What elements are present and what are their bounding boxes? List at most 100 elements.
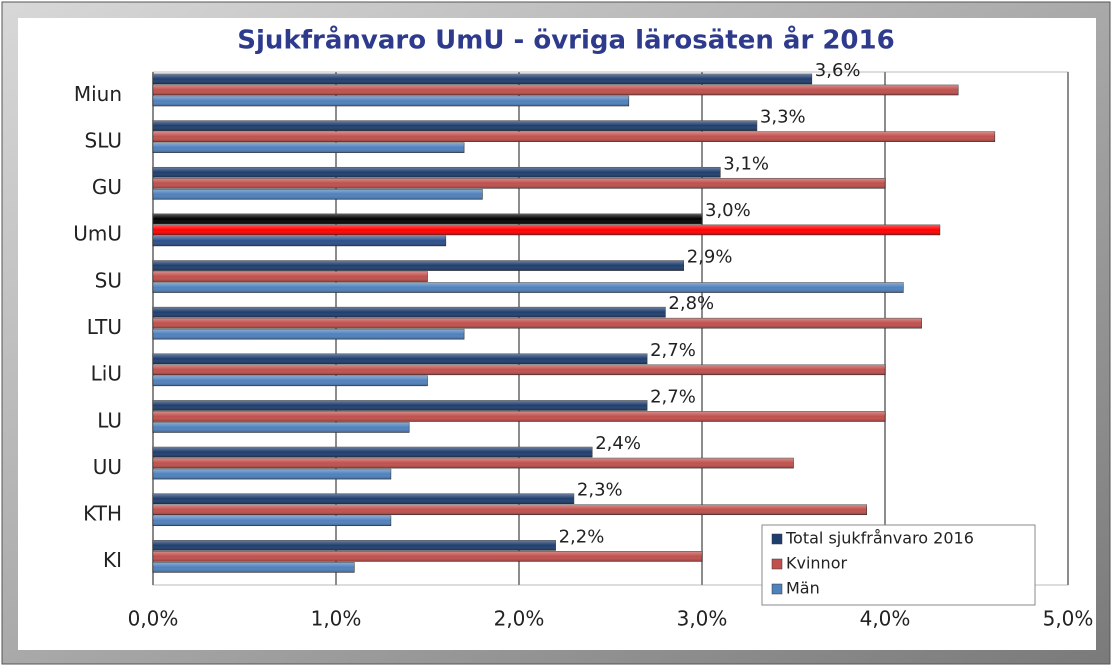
data-label: 3,0% <box>705 200 751 221</box>
bar-group <box>152 282 904 293</box>
x-tick-label: 5,0% <box>1043 607 1094 631</box>
bar-group <box>152 353 648 365</box>
data-label: 2,9% <box>687 247 733 268</box>
bar-group <box>152 177 886 189</box>
bar-group <box>152 317 922 329</box>
bar-shine <box>153 318 922 329</box>
data-label: 2,7% <box>650 386 696 407</box>
y-tick-label: Miun <box>74 82 122 106</box>
x-tick-label: 2,0% <box>494 607 545 631</box>
bar-group <box>152 188 483 200</box>
bar-shine <box>153 189 483 200</box>
bar-group <box>152 213 703 225</box>
bar-group <box>152 551 703 562</box>
bar-shine <box>153 515 391 526</box>
bar-group <box>152 131 996 142</box>
data-label: 3,1% <box>723 153 769 174</box>
bar-shine <box>153 411 885 422</box>
x-tick-label: 4,0% <box>860 607 911 631</box>
data-label: 2,3% <box>577 480 623 501</box>
bar-group <box>152 400 648 411</box>
y-tick-label: KI <box>103 548 122 572</box>
data-label: 2,2% <box>559 526 605 547</box>
bar-group <box>152 504 868 516</box>
bar-shine <box>153 562 355 573</box>
bar-group <box>152 493 575 505</box>
bar-shine <box>153 469 391 480</box>
legend-swatch <box>771 583 783 595</box>
bar-shine <box>153 329 465 340</box>
data-label: 2,4% <box>595 433 641 454</box>
bar-shine <box>153 282 904 293</box>
bar-group <box>152 84 959 96</box>
bar-shine <box>153 178 885 189</box>
bar-group <box>152 95 630 107</box>
bar-group <box>152 260 685 271</box>
bar-group <box>152 142 465 153</box>
bar-group <box>152 375 428 387</box>
legend-label: Män <box>786 579 820 598</box>
bar-group <box>152 446 593 458</box>
bar-shine <box>153 213 702 224</box>
bar-shine <box>153 142 465 153</box>
bar-shine <box>153 224 940 235</box>
bar-shine <box>153 167 721 178</box>
y-tick-label: UmU <box>73 222 122 246</box>
bar-shine <box>153 120 757 131</box>
y-tick-label: LiU <box>91 362 122 386</box>
bar-shine <box>153 493 574 504</box>
legend-label: Kvinnor <box>786 554 847 573</box>
y-tick-label: GU <box>92 175 122 199</box>
y-tick-label: LTU <box>87 315 122 339</box>
bar-shine <box>153 96 629 106</box>
bar-shine <box>153 353 648 364</box>
bar-shine <box>153 422 410 433</box>
bar-shine <box>153 540 556 551</box>
bar-group <box>152 457 794 469</box>
y-tick-label: SU <box>95 268 122 292</box>
chart-title: Sjukfrånvaro UmU - övriga lärosäten år 2… <box>237 24 894 56</box>
bar-group <box>152 411 886 422</box>
bar-shine <box>153 400 648 411</box>
legend-box <box>761 524 1036 606</box>
bar-shine <box>153 271 428 282</box>
bar-shine <box>153 447 593 458</box>
bar-shine <box>153 364 885 375</box>
bar-shine <box>153 235 446 246</box>
x-tick-label: 3,0% <box>677 607 728 631</box>
y-tick-label: SLU <box>85 128 122 152</box>
bar-group <box>152 166 721 178</box>
bar-shine <box>153 85 959 95</box>
bar-shine <box>153 504 867 515</box>
bar-shine <box>153 131 995 142</box>
bar-group <box>152 515 392 527</box>
data-label: 2,7% <box>650 340 696 361</box>
bar-group <box>152 73 813 85</box>
bar-group <box>152 468 392 480</box>
x-tick-label: 1,0% <box>311 607 362 631</box>
bar-group <box>152 328 465 340</box>
x-tick-label: 0,0% <box>128 607 179 631</box>
y-tick-label: KTH <box>83 502 122 526</box>
legend-swatch <box>771 558 783 570</box>
bar-shine <box>153 551 702 562</box>
bar-group <box>152 235 447 247</box>
bar-shine <box>153 375 428 386</box>
bar-group <box>152 540 556 551</box>
y-tick-label: UU <box>93 455 122 479</box>
bar-group <box>152 224 941 236</box>
legend-label: Total sjukfrånvaro 2016 <box>785 529 974 548</box>
bar-shine <box>153 307 666 318</box>
data-label: 3,3% <box>760 107 806 128</box>
bar-group <box>152 364 886 376</box>
legend-swatch <box>771 533 783 545</box>
bar-group <box>152 271 428 282</box>
bar-group <box>152 562 355 573</box>
data-label: 2,8% <box>668 293 714 314</box>
data-label: 3,6% <box>815 60 861 81</box>
bar-shine <box>153 458 794 469</box>
bar-group <box>152 306 666 318</box>
bar-group <box>152 422 410 433</box>
y-tick-label: LU <box>97 408 122 432</box>
